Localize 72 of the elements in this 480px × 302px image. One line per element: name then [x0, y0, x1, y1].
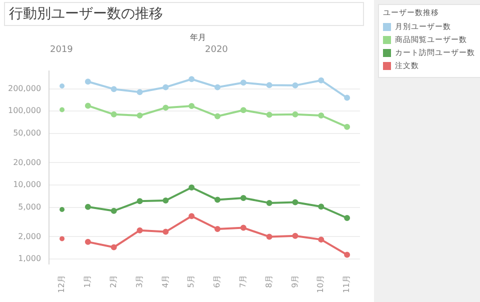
text: 2019 [50, 45, 73, 55]
x-tick-label: 3月 [134, 274, 144, 288]
point [84, 204, 91, 210]
point [266, 112, 272, 118]
x-tick-label: 6月 [212, 274, 222, 288]
point [344, 215, 350, 222]
point [266, 234, 272, 240]
point [214, 226, 220, 232]
point [318, 77, 324, 84]
point [266, 82, 272, 88]
x-tick-label: 2月 [108, 274, 118, 288]
x-tick-label: 11月 [342, 274, 352, 294]
point [266, 200, 272, 206]
chart-title: 行動別ユーザー数の推移 [8, 5, 164, 24]
x-tick-label: 7月 [238, 274, 248, 288]
point [162, 84, 169, 90]
point [60, 107, 65, 112]
point [214, 84, 220, 90]
point [292, 199, 298, 206]
y-tick-label: 50,000 [13, 128, 42, 138]
point [84, 238, 91, 245]
x-axis-title: 年月 [190, 32, 206, 43]
point [110, 86, 117, 92]
y-tick-label: 2,000 [18, 232, 42, 241]
point [188, 184, 195, 191]
point [214, 113, 220, 120]
y-tick-label: 100,000 [8, 106, 42, 116]
point [292, 111, 298, 118]
y-tick-label: 20,000 [13, 158, 42, 167]
y-tick-label: 5,000 [18, 202, 42, 212]
point [292, 232, 298, 239]
point [292, 82, 298, 88]
point [318, 112, 324, 119]
point [344, 124, 350, 130]
y-tick-label: 200,000 [8, 84, 42, 93]
point [344, 94, 350, 101]
point [60, 84, 65, 89]
point [60, 206, 65, 212]
point [188, 213, 195, 220]
point [110, 244, 117, 250]
point [84, 78, 91, 85]
x-tick-label: 8月 [264, 274, 274, 288]
x-tick-label: 5月 [186, 274, 196, 288]
point [110, 208, 117, 214]
point [136, 227, 143, 234]
y-tick-label: 1,000 [18, 254, 42, 264]
x-tick-label: 10月 [316, 274, 326, 294]
point [318, 204, 324, 210]
point [136, 112, 143, 119]
point [110, 111, 117, 118]
point [60, 236, 65, 242]
point [162, 104, 169, 111]
point [136, 89, 143, 96]
x-tick-label: 1月 [83, 274, 92, 288]
point [240, 107, 246, 114]
y-tick-label: 10,000 [13, 180, 42, 190]
text: 2020 [205, 45, 228, 55]
point [344, 252, 350, 258]
point [162, 228, 169, 235]
point [240, 194, 246, 201]
point [240, 80, 246, 86]
point [188, 76, 195, 82]
point [162, 197, 169, 204]
point [84, 102, 91, 109]
point [136, 198, 143, 204]
x-tick-label: 9月 [290, 274, 300, 288]
point [318, 236, 324, 243]
point [240, 224, 246, 231]
x-tick-label: 4月 [160, 274, 170, 288]
point [188, 103, 195, 109]
x-tick-label: 12月 [57, 274, 66, 294]
point [214, 196, 220, 203]
